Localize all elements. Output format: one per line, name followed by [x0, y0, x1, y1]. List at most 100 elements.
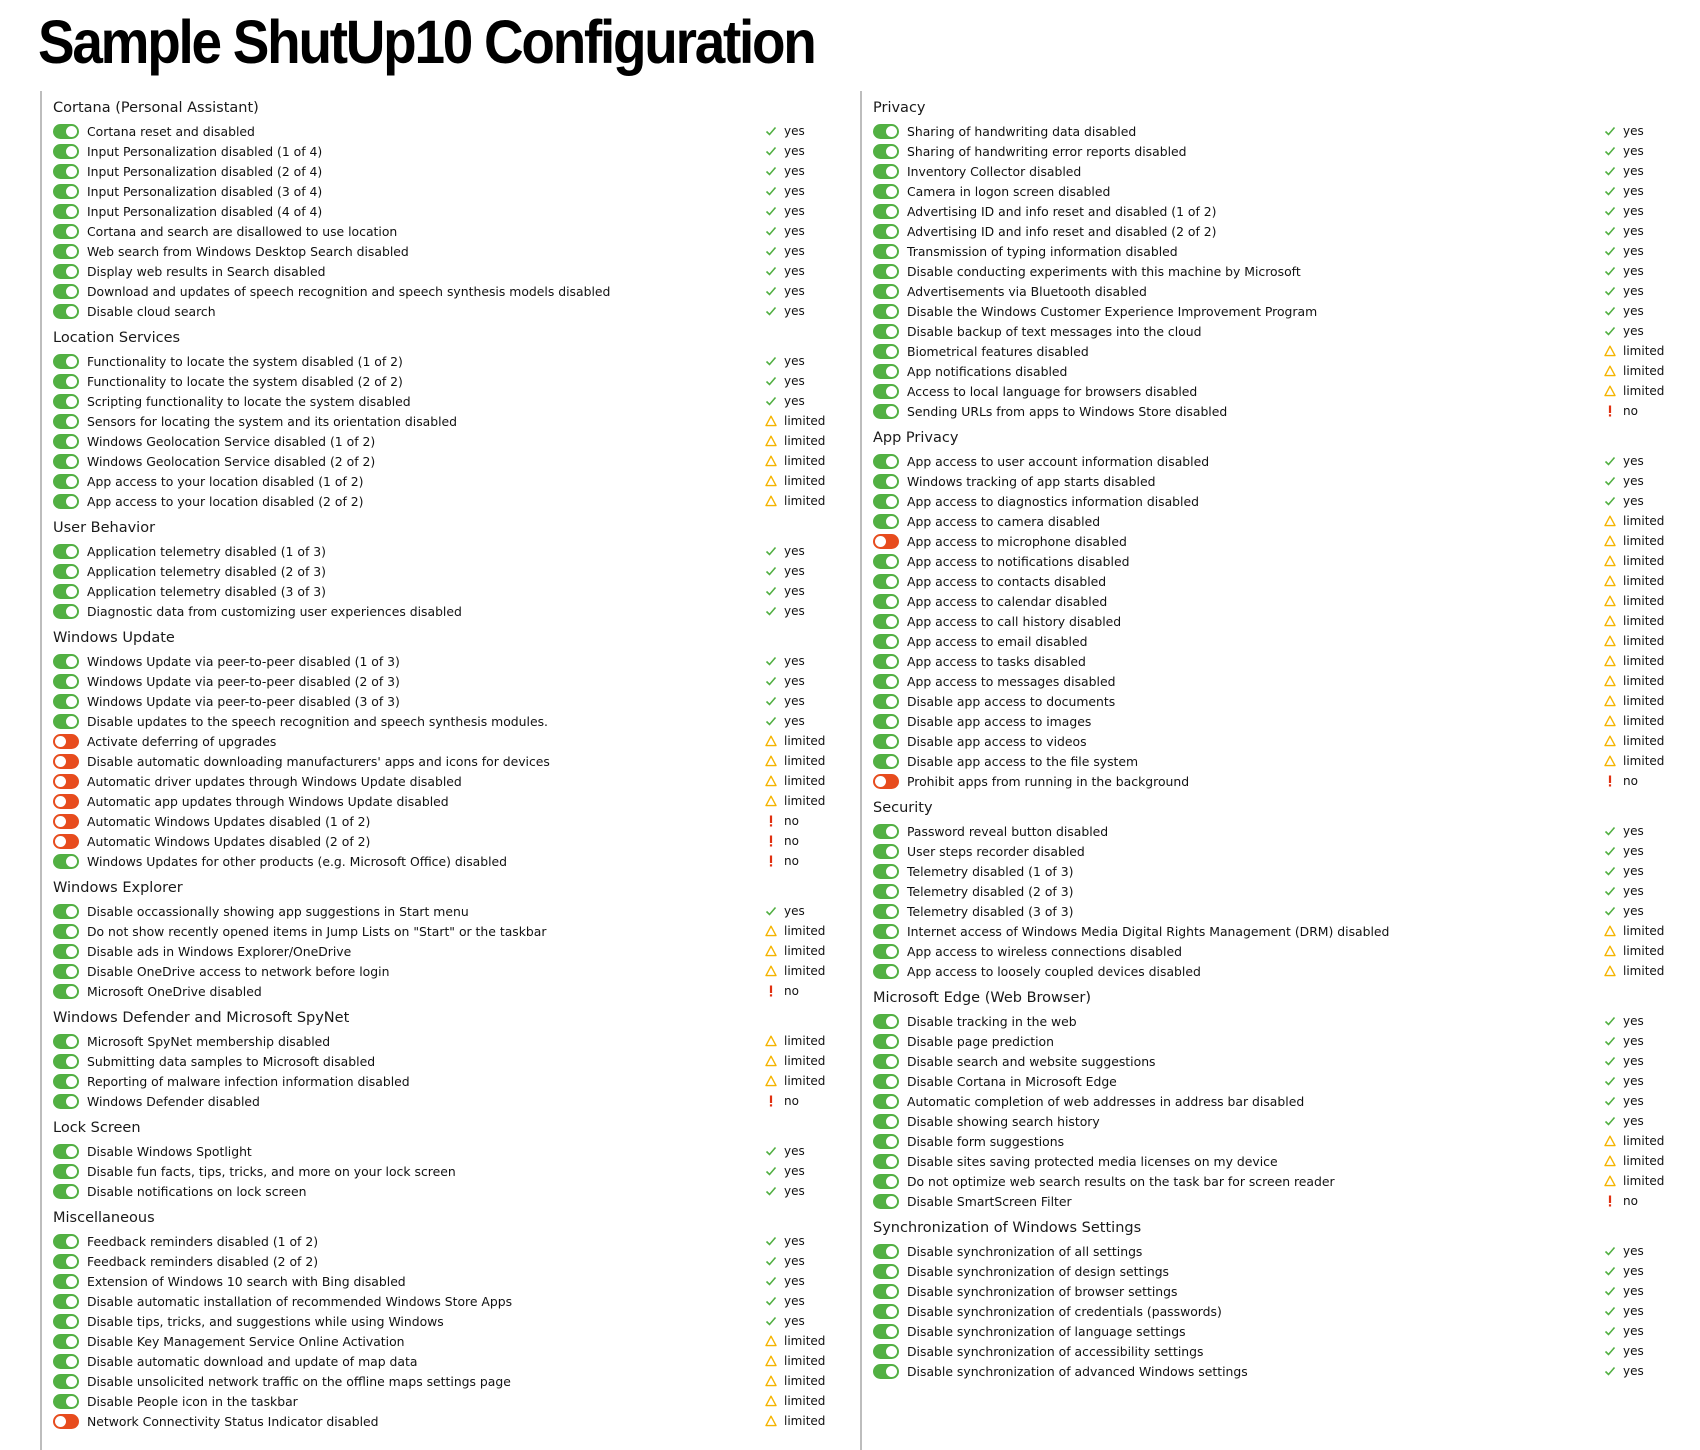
toggle-switch-on[interactable]	[873, 634, 899, 649]
toggle-switch-on[interactable]	[873, 1114, 899, 1129]
toggle-switch-on[interactable]	[53, 1054, 79, 1069]
toggle-switch-off[interactable]	[53, 734, 79, 749]
toggle-switch-on[interactable]	[873, 674, 899, 689]
toggle-switch-on[interactable]	[53, 394, 79, 409]
toggle-switch-on[interactable]	[53, 944, 79, 959]
toggle-switch-on[interactable]	[53, 584, 79, 599]
toggle-switch-off[interactable]	[53, 834, 79, 849]
toggle-switch-on[interactable]	[873, 124, 899, 139]
toggle-switch-off[interactable]	[53, 814, 79, 829]
toggle-switch-on[interactable]	[53, 964, 79, 979]
toggle-switch-on[interactable]	[873, 404, 899, 419]
toggle-switch-on[interactable]	[53, 1234, 79, 1249]
toggle-switch-on[interactable]	[873, 1014, 899, 1029]
toggle-switch-on[interactable]	[873, 324, 899, 339]
toggle-switch-on[interactable]	[873, 1304, 899, 1319]
toggle-switch-on[interactable]	[873, 574, 899, 589]
toggle-switch-on[interactable]	[873, 1264, 899, 1279]
toggle-switch-on[interactable]	[873, 364, 899, 379]
toggle-switch-on[interactable]	[53, 1184, 79, 1199]
toggle-switch-off[interactable]	[53, 754, 79, 769]
toggle-switch-on[interactable]	[53, 904, 79, 919]
toggle-switch-on[interactable]	[53, 1374, 79, 1389]
toggle-switch-on[interactable]	[873, 164, 899, 179]
toggle-switch-on[interactable]	[53, 224, 79, 239]
toggle-switch-on[interactable]	[873, 474, 899, 489]
toggle-switch-on[interactable]	[873, 1324, 899, 1339]
toggle-switch-off[interactable]	[53, 1414, 79, 1429]
toggle-switch-on[interactable]	[53, 1144, 79, 1159]
toggle-switch-off[interactable]	[873, 534, 899, 549]
toggle-switch-on[interactable]	[873, 454, 899, 469]
toggle-switch-on[interactable]	[873, 554, 899, 569]
toggle-switch-on[interactable]	[873, 514, 899, 529]
toggle-switch-on[interactable]	[53, 694, 79, 709]
toggle-switch-on[interactable]	[873, 734, 899, 749]
toggle-switch-on[interactable]	[873, 844, 899, 859]
toggle-switch-off[interactable]	[53, 794, 79, 809]
toggle-switch-on[interactable]	[53, 1274, 79, 1289]
toggle-switch-on[interactable]	[53, 1074, 79, 1089]
toggle-switch-on[interactable]	[873, 944, 899, 959]
toggle-switch-on[interactable]	[873, 1284, 899, 1299]
toggle-switch-on[interactable]	[53, 924, 79, 939]
toggle-switch-on[interactable]	[53, 284, 79, 299]
toggle-switch-on[interactable]	[873, 1134, 899, 1149]
toggle-switch-on[interactable]	[53, 1314, 79, 1329]
toggle-switch-on[interactable]	[53, 454, 79, 469]
toggle-switch-on[interactable]	[873, 284, 899, 299]
toggle-switch-on[interactable]	[873, 494, 899, 509]
toggle-switch-on[interactable]	[53, 244, 79, 259]
toggle-switch-on[interactable]	[53, 714, 79, 729]
toggle-switch-on[interactable]	[873, 754, 899, 769]
toggle-switch-on[interactable]	[873, 714, 899, 729]
toggle-switch-on[interactable]	[873, 344, 899, 359]
toggle-switch-on[interactable]	[873, 964, 899, 979]
toggle-switch-on[interactable]	[53, 414, 79, 429]
toggle-switch-on[interactable]	[53, 544, 79, 559]
toggle-switch-off[interactable]	[873, 774, 899, 789]
toggle-switch-on[interactable]	[53, 604, 79, 619]
toggle-switch-on[interactable]	[873, 384, 899, 399]
toggle-switch-on[interactable]	[53, 854, 79, 869]
toggle-switch-on[interactable]	[873, 244, 899, 259]
toggle-switch-on[interactable]	[873, 864, 899, 879]
toggle-switch-on[interactable]	[53, 674, 79, 689]
toggle-switch-on[interactable]	[53, 264, 79, 279]
toggle-switch-on[interactable]	[53, 1294, 79, 1309]
toggle-switch-on[interactable]	[53, 354, 79, 369]
toggle-switch-on[interactable]	[53, 434, 79, 449]
toggle-switch-on[interactable]	[53, 1334, 79, 1349]
toggle-switch-on[interactable]	[873, 264, 899, 279]
toggle-switch-on[interactable]	[53, 564, 79, 579]
toggle-switch-on[interactable]	[53, 124, 79, 139]
toggle-switch-on[interactable]	[873, 184, 899, 199]
toggle-switch-on[interactable]	[53, 474, 79, 489]
toggle-switch-on[interactable]	[873, 1194, 899, 1209]
toggle-switch-on[interactable]	[53, 204, 79, 219]
toggle-switch-on[interactable]	[53, 1094, 79, 1109]
toggle-switch-on[interactable]	[873, 144, 899, 159]
toggle-switch-on[interactable]	[873, 824, 899, 839]
toggle-switch-on[interactable]	[873, 614, 899, 629]
toggle-switch-on[interactable]	[873, 1074, 899, 1089]
toggle-switch-on[interactable]	[873, 694, 899, 709]
toggle-switch-on[interactable]	[53, 304, 79, 319]
toggle-switch-on[interactable]	[873, 884, 899, 899]
toggle-switch-on[interactable]	[53, 164, 79, 179]
toggle-switch-on[interactable]	[53, 1164, 79, 1179]
toggle-switch-on[interactable]	[53, 184, 79, 199]
toggle-switch-off[interactable]	[53, 774, 79, 789]
toggle-switch-on[interactable]	[53, 1034, 79, 1049]
toggle-switch-on[interactable]	[53, 1254, 79, 1269]
toggle-switch-on[interactable]	[53, 494, 79, 509]
toggle-switch-on[interactable]	[873, 904, 899, 919]
toggle-switch-on[interactable]	[53, 1354, 79, 1369]
toggle-switch-on[interactable]	[53, 654, 79, 669]
toggle-switch-on[interactable]	[873, 594, 899, 609]
toggle-switch-on[interactable]	[873, 1054, 899, 1069]
toggle-switch-on[interactable]	[873, 1094, 899, 1109]
toggle-switch-on[interactable]	[873, 1034, 899, 1049]
toggle-switch-on[interactable]	[873, 654, 899, 669]
toggle-switch-on[interactable]	[873, 224, 899, 239]
